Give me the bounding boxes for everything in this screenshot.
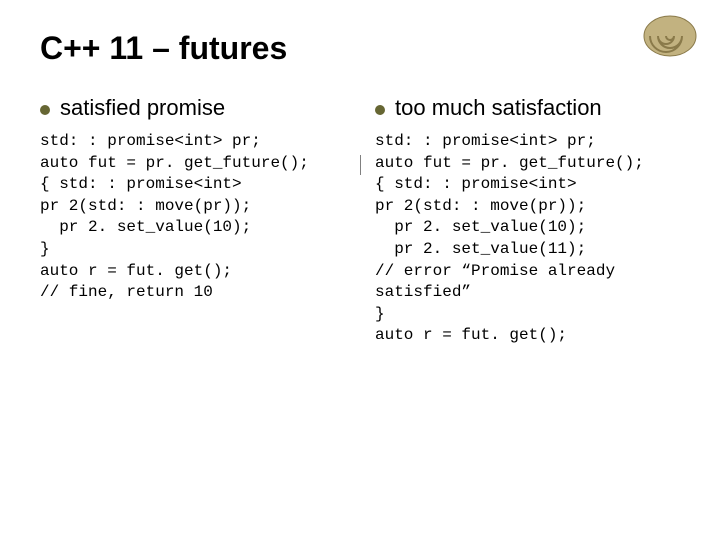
- right-heading: too much satisfaction: [395, 95, 602, 121]
- column-separator: [360, 155, 361, 175]
- left-heading-row: satisfied promise: [40, 95, 355, 121]
- right-column: too much satisfaction std: : promise<int…: [375, 95, 690, 347]
- slide-title: C++ 11 – futures: [40, 30, 690, 67]
- right-heading-row: too much satisfaction: [375, 95, 690, 121]
- bullet-icon: [375, 105, 385, 115]
- left-code: std: : promise<int> pr; auto fut = pr. g…: [40, 131, 355, 304]
- slide: C++ 11 – futures satisfied promise std: …: [0, 0, 720, 540]
- content-columns: satisfied promise std: : promise<int> pr…: [40, 95, 690, 347]
- left-column: satisfied promise std: : promise<int> pr…: [40, 95, 355, 347]
- shell-icon: [640, 12, 700, 60]
- bullet-icon: [40, 105, 50, 115]
- right-code: std: : promise<int> pr; auto fut = pr. g…: [375, 131, 690, 347]
- left-heading: satisfied promise: [60, 95, 225, 121]
